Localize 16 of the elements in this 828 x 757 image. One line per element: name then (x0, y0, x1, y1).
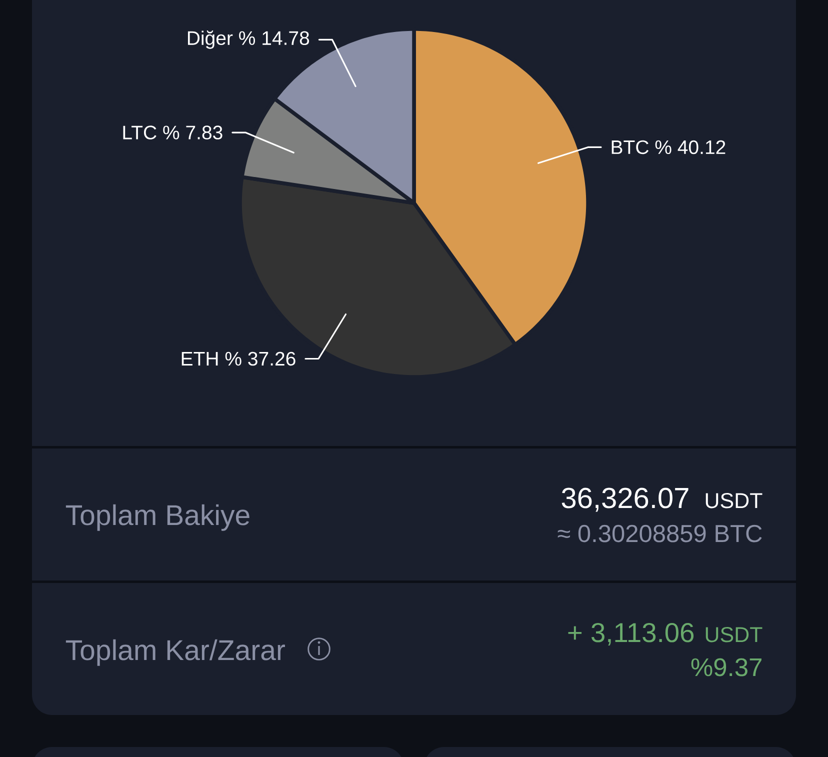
text: USDT (706, 492, 762, 508)
data-label: % 14.78 (239, 31, 310, 46)
text: Toplam Bakiye (66, 504, 250, 531)
data-label: % 40.12 (655, 140, 726, 154)
slice-label: BTC (612, 140, 649, 154)
slice-label: ETH (182, 352, 218, 366)
text: ≈ 0.30208859 BTC (558, 524, 762, 542)
text: USDT (706, 626, 762, 642)
data-label: % 7.83 (163, 126, 222, 140)
text: Toplam Kar/Zarar (66, 639, 285, 666)
slice-label: LTC (123, 126, 156, 140)
text: 36,326.07 (562, 488, 688, 512)
slice-label: Diğer (188, 30, 233, 49)
text: %9.37 (691, 658, 762, 676)
data-label: % 37.26 (225, 352, 296, 366)
text: + 3,113.06 (568, 622, 694, 646)
